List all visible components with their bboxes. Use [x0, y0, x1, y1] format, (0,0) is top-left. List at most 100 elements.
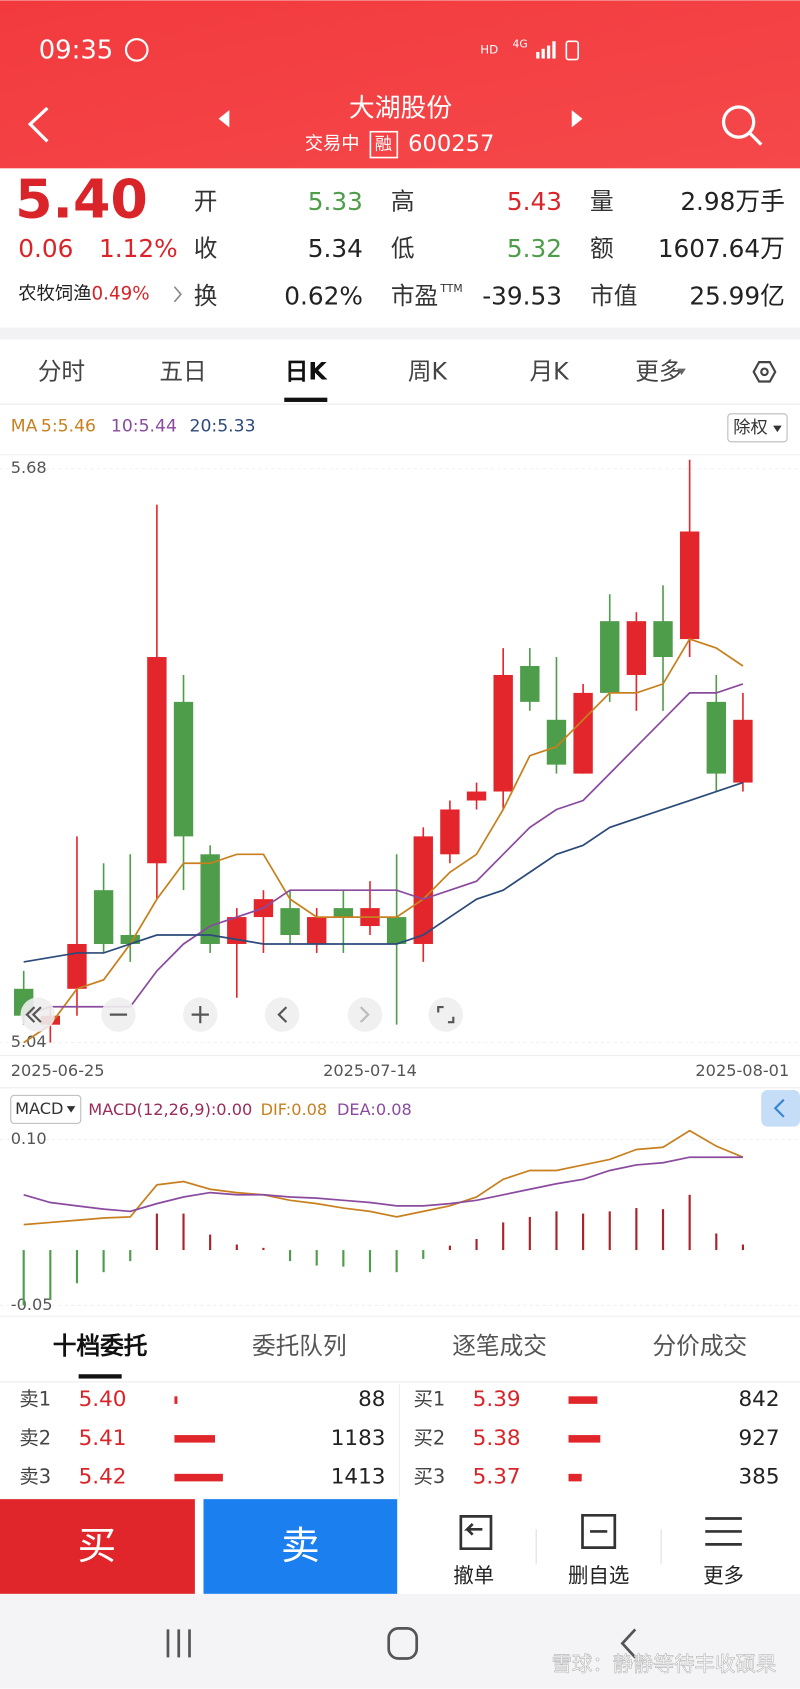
- volume-bar: [568, 1396, 598, 1404]
- candle-body: [706, 701, 726, 774]
- sector-pct: 0.49%: [92, 283, 150, 304]
- candle-body: [173, 701, 194, 837]
- book-price: 5.40: [79, 1387, 127, 1412]
- trade-state: 交易中: [305, 134, 360, 155]
- volume-bar: [174, 1396, 178, 1404]
- y-tick-label: -0.05: [11, 1295, 53, 1314]
- book-volume: 88: [358, 1387, 385, 1412]
- icon: [359, 1006, 370, 1023]
- remove-icon: [581, 1513, 617, 1549]
- legend-entry: 20:5.33: [190, 417, 256, 437]
- more-button[interactable]: 更多: [703, 1564, 744, 1588]
- prev-stock[interactable]: [218, 110, 230, 128]
- sector[interactable]: 农牧饲渔0.49%: [18, 283, 149, 304]
- candle-body: [679, 531, 700, 640]
- field-value: 5.33: [308, 187, 363, 216]
- fullscreen[interactable]: [428, 997, 463, 1032]
- period-tab[interactable]: 周K: [408, 357, 449, 385]
- indicator-button[interactable]: [10, 1094, 82, 1124]
- expand-button[interactable]: [761, 1089, 800, 1127]
- field-label: 换: [194, 282, 218, 310]
- book-price: 5.42: [79, 1465, 127, 1490]
- settings-button[interactable]: [752, 361, 777, 383]
- candle-body: [440, 809, 460, 855]
- candle-body: [147, 657, 167, 864]
- period-tab[interactable]: 分时: [38, 357, 85, 385]
- badge: 融: [375, 135, 392, 155]
- remove-button[interactable]: 删自选: [568, 1564, 629, 1588]
- buy-button[interactable]: [0, 1499, 195, 1594]
- period-tab[interactable]: 更多: [635, 357, 682, 385]
- book-volume: 927: [738, 1426, 779, 1451]
- period-tab[interactable]: 日K: [285, 357, 329, 385]
- hd-icon: HD: [480, 42, 498, 56]
- candle-body: [626, 621, 647, 675]
- book-price: 5.38: [473, 1426, 521, 1451]
- period-tab[interactable]: 月K: [530, 357, 571, 385]
- battery: [565, 40, 580, 61]
- book-tab[interactable]: 十档委托: [53, 1332, 148, 1360]
- settings-dot: [760, 367, 769, 377]
- signal: [536, 41, 556, 59]
- legend-entry: DIF:0.08: [261, 1100, 328, 1119]
- macd-chart: 0.10 -0.05: [0, 1129, 800, 1314]
- macd-title: MACD(12,26,9):0.00: [88, 1100, 252, 1119]
- candle-body: [546, 719, 567, 765]
- candle-body: [227, 917, 247, 944]
- sector-arrow: [173, 286, 182, 303]
- book-volume: 1183: [331, 1426, 386, 1451]
- cancel-button[interactable]: 撤单: [453, 1564, 494, 1588]
- fq-button[interactable]: [727, 413, 788, 443]
- nav-back[interactable]: [620, 1628, 637, 1659]
- more-caret: [677, 368, 686, 376]
- candle-body: [573, 692, 593, 774]
- legend-entry: DEA:0.08: [337, 1100, 412, 1119]
- move-right[interactable]: [347, 997, 383, 1032]
- zoom-left-far[interactable]: [20, 997, 55, 1032]
- icon: [773, 1098, 785, 1118]
- move-left[interactable]: [264, 997, 300, 1032]
- period-tab[interactable]: 五日: [159, 357, 206, 385]
- icon: [191, 1006, 209, 1024]
- book-volume: 385: [738, 1465, 779, 1490]
- book-label: 买2: [413, 1426, 445, 1449]
- next-stock[interactable]: [571, 110, 583, 128]
- book-volume: 842: [738, 1387, 779, 1412]
- book-tab[interactable]: 逐笔成交: [452, 1332, 547, 1360]
- candle-body: [493, 674, 513, 792]
- field-value: 1607.64万: [658, 234, 785, 263]
- candle-body: [653, 621, 673, 658]
- candle-body: [280, 908, 300, 936]
- tab-underline: [284, 397, 328, 402]
- stock-name: 大湖股份: [349, 94, 452, 124]
- cancel-icon: [459, 1515, 493, 1551]
- field-label: 开: [194, 187, 218, 215]
- x-tick-label: 2025-06-25: [11, 1061, 105, 1080]
- order-book: 卖1 5.40 88 卖2 5.41 1183 卖3 5.42 1413 买1 5.39 842 买2 5…: [19, 1387, 779, 1490]
- icon: [437, 1006, 455, 1024]
- indicator-label: MACD: [15, 1099, 63, 1118]
- candle-body: [67, 943, 87, 989]
- indicator-caret: [66, 1106, 76, 1113]
- nav-home[interactable]: [387, 1627, 419, 1660]
- macd-line: [23, 1129, 744, 1226]
- book-tab[interactable]: 分价成交: [653, 1332, 748, 1360]
- book-label: 卖2: [19, 1426, 51, 1449]
- macd-line: [23, 1156, 743, 1213]
- search-button[interactable]: [721, 105, 756, 139]
- y-tick-label: 5.04: [11, 1032, 47, 1051]
- volume-bar: [568, 1473, 582, 1482]
- nav-recent[interactable]: [166, 1629, 191, 1658]
- volume-bar: [568, 1435, 601, 1443]
- header-bg: [0, 0, 800, 169]
- field-value: -39.53: [482, 282, 562, 311]
- sell-button[interactable]: [203, 1499, 398, 1594]
- back-button[interactable]: [27, 106, 49, 143]
- field-value: 2.98万手: [680, 187, 785, 216]
- field-value: 25.99亿: [689, 282, 785, 311]
- field-label: 额: [590, 235, 614, 263]
- book-tab[interactable]: 委托队列: [252, 1332, 347, 1360]
- zoom-controls: [20, 997, 463, 1032]
- volume-bar: [174, 1473, 223, 1482]
